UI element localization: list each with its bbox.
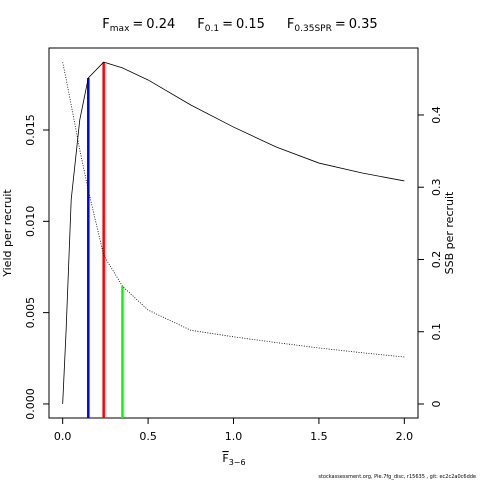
y-tick-label: 0.010: [24, 206, 37, 238]
series-line: [62, 61, 405, 404]
x-label-subscript: 3−6: [229, 458, 246, 467]
y2-tick-label: 0.4: [430, 106, 443, 124]
y2-axis-label: SSB per recruit: [443, 191, 456, 274]
y2-tick-label: 0.2: [430, 251, 443, 269]
series-line: [62, 62, 405, 358]
x-tick-label: 1.5: [310, 430, 328, 443]
x-label-symbol: F: [222, 452, 228, 465]
title-value: 0.35: [349, 17, 378, 32]
y-tick-label: 0.015: [24, 114, 37, 146]
y-tick-label: 0.000: [24, 388, 37, 420]
title-subscript: max: [110, 24, 130, 34]
y2-tick-label: 0: [430, 400, 443, 407]
x-axis-label: F3−6: [222, 452, 245, 467]
chart-title: Fmax = 0.24 F0.1 = 0.15 F0.35SPR = 0.35: [102, 17, 377, 34]
title-subscript: 0.1: [205, 24, 219, 34]
footnote: stockassessment.org, Ple.7fg_disc, r1563…: [318, 474, 476, 480]
y-tick-label: 0.005: [24, 297, 37, 329]
y2-tick-label: 0.3: [430, 178, 443, 196]
title-symbol: F: [197, 17, 204, 32]
x-tick-label: 0.5: [139, 430, 157, 443]
title-value: 0.15: [236, 17, 265, 32]
title-symbol: F: [287, 17, 294, 32]
title-relation: =: [132, 17, 143, 32]
y2-tick-label: 0.1: [430, 323, 443, 341]
title-symbol: F: [102, 17, 109, 32]
title-subscript: 0.35SPR: [294, 24, 331, 34]
x-tick-label: 2.0: [396, 430, 414, 443]
x-tick-label: 1.0: [225, 430, 243, 443]
title-relation: =: [222, 17, 233, 32]
title-value: 0.24: [146, 17, 175, 32]
y-axis-label: Yield per recruit: [1, 189, 14, 278]
title-relation: =: [335, 17, 346, 32]
x-tick-label: 0.0: [54, 430, 72, 443]
